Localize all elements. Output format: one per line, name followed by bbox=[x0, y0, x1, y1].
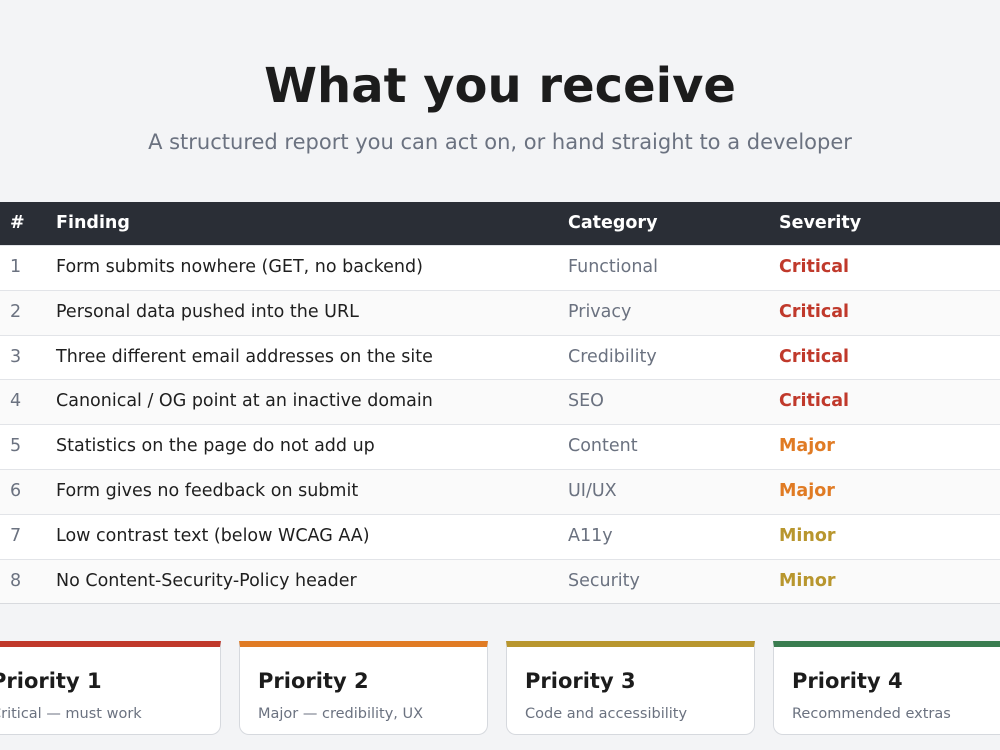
severity-cell: Major bbox=[779, 480, 835, 501]
category-cell: Security bbox=[568, 570, 640, 591]
card-title: Priority 3 bbox=[525, 669, 636, 693]
num-cell: 4 bbox=[10, 391, 22, 412]
column-header: Finding bbox=[56, 213, 130, 233]
finding-cell: Three different email addresses on the s… bbox=[56, 346, 433, 367]
num-cell: 2 bbox=[10, 301, 22, 322]
column-header: Category bbox=[568, 213, 658, 233]
severity-cell: Critical bbox=[779, 301, 850, 322]
priority-card: Priority 2 Major — credibility, UX bbox=[239, 641, 488, 735]
table-row: 5 Statistics on the page do not add up Con… bbox=[0, 424, 1000, 469]
num-cell: 5 bbox=[10, 436, 22, 457]
card-subtitle: Critical — must work bbox=[0, 706, 142, 722]
title: What you receive bbox=[264, 58, 736, 114]
category-cell: Credibility bbox=[568, 346, 657, 367]
findings-table: # Finding Category Severity 1 Form submits no… bbox=[0, 202, 1000, 605]
severity-cell: Critical bbox=[779, 346, 850, 367]
category-cell: Content bbox=[568, 436, 638, 457]
table-row: 7 Low contrast text (below WCAG AA) A11y Mi… bbox=[0, 513, 1000, 559]
severity-cell: Critical bbox=[779, 257, 850, 277]
category-cell: A11y bbox=[568, 525, 613, 546]
card-title: Priority 1 bbox=[0, 669, 102, 693]
category-cell: SEO bbox=[568, 391, 604, 412]
severity-cell: Critical bbox=[779, 391, 850, 412]
subtitle: A structured report you can act on, or h… bbox=[148, 130, 852, 154]
finding-cell: Personal data pushed into the URL bbox=[56, 301, 359, 322]
num-cell: 8 bbox=[10, 570, 22, 591]
num-cell: 1 bbox=[10, 257, 22, 277]
priority-card: Priority 1 Critical — must work bbox=[0, 641, 221, 735]
column-header: Severity bbox=[779, 213, 862, 233]
table-row: 2 Personal data pushed into the URL Privac… bbox=[0, 289, 1000, 335]
priority-card: Priority 4 Recommended extras bbox=[773, 641, 1000, 735]
severity-cell: Major bbox=[779, 436, 835, 457]
table-row: 8 No Content-Security-Policy header Securi… bbox=[0, 558, 1000, 604]
column-header: # bbox=[10, 213, 25, 233]
category-cell: Privacy bbox=[568, 301, 632, 322]
table-row: 3 Three different email addresses on the … bbox=[0, 334, 1000, 380]
card-subtitle: Recommended extras bbox=[792, 706, 951, 722]
priority-card: Priority 3 Code and accessibility bbox=[506, 641, 755, 735]
category-cell: Functional bbox=[568, 257, 659, 277]
finding-cell: Form submits nowhere (GET, no backend) bbox=[56, 257, 423, 277]
finding-cell: Canonical / OG point at an inactive doma… bbox=[56, 391, 433, 412]
card-subtitle: Major — credibility, UX bbox=[258, 706, 424, 722]
table-row: 4 Canonical / OG point at an inactive dom… bbox=[0, 379, 1000, 425]
num-cell: 6 bbox=[10, 480, 22, 501]
table-row: 6 Form gives no feedback on submit UI/UX Ma… bbox=[0, 468, 1000, 514]
severity-cell: Minor bbox=[779, 570, 836, 591]
finding-cell: Low contrast text (below WCAG AA) bbox=[56, 525, 370, 546]
finding-cell: Form gives no feedback on submit bbox=[56, 480, 359, 501]
severity-cell: Minor bbox=[779, 525, 836, 546]
finding-cell: Statistics on the page do not add up bbox=[56, 436, 375, 457]
table-header: # Finding Category Severity bbox=[0, 202, 1000, 245]
card-subtitle: Code and accessibility bbox=[525, 706, 688, 722]
num-cell: 7 bbox=[10, 525, 22, 546]
table-row: 1 Form submits nowhere (GET, no backend) F… bbox=[0, 245, 1000, 290]
category-cell: UI/UX bbox=[568, 480, 617, 501]
finding-cell: No Content-Security-Policy header bbox=[56, 570, 357, 591]
card-title: Priority 2 bbox=[258, 669, 369, 693]
num-cell: 3 bbox=[10, 346, 22, 367]
card-title: Priority 4 bbox=[792, 669, 903, 693]
